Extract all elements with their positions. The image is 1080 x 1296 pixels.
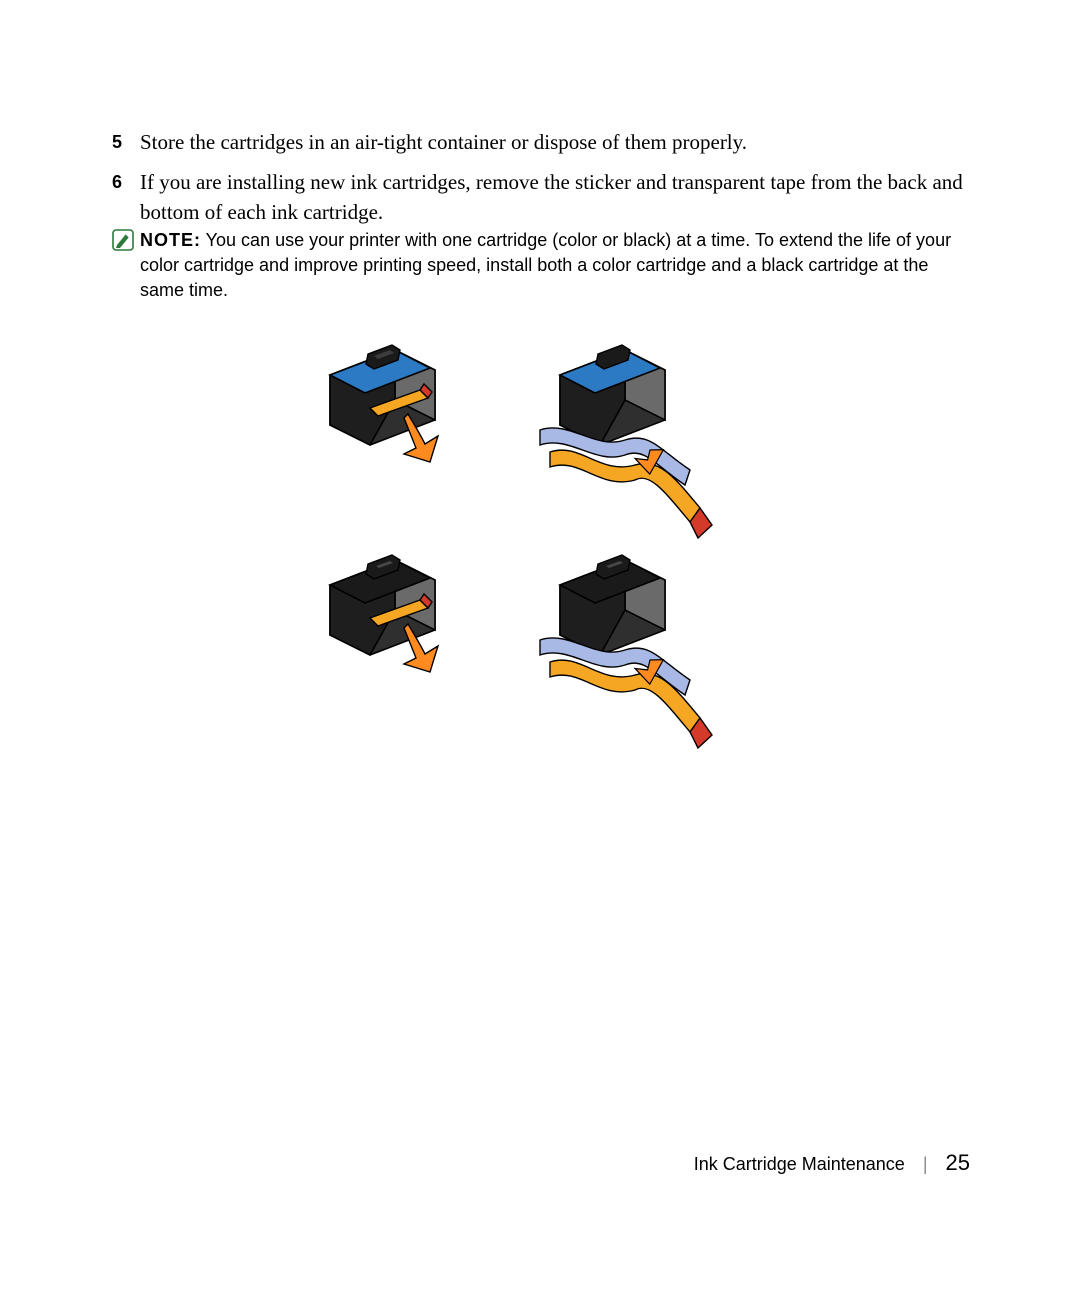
cartridge-diagram [270,310,810,770]
step-text: If you are installing new ink cartridges… [140,168,972,228]
step-item: 5 Store the cartridges in an air-tight c… [112,128,972,158]
note-block: NOTE: You can use your printer with one … [112,228,972,304]
footer-separator: | [923,1154,928,1175]
footer-section: Ink Cartridge Maintenance [694,1154,905,1175]
step-number: 5 [112,128,140,156]
footer-page-number: 25 [946,1150,970,1176]
note-label: NOTE: [140,230,201,250]
page-footer: Ink Cartridge Maintenance | 25 [694,1150,970,1176]
step-number: 6 [112,168,140,196]
note-body: You can use your printer with one cartri… [140,230,951,300]
note-text: NOTE: You can use your printer with one … [140,228,972,304]
step-list: 5 Store the cartridges in an air-tight c… [112,128,972,237]
step-text: Store the cartridges in an air-tight con… [140,128,972,158]
step-item: 6 If you are installing new ink cartridg… [112,168,972,228]
note-icon [112,228,140,256]
